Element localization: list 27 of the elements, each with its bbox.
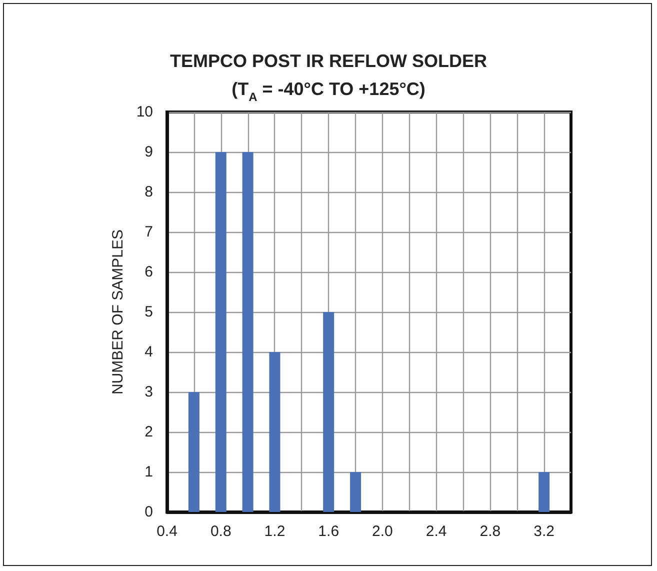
x-tick-label: 1.2 — [264, 523, 286, 540]
x-tick-label: 0.4 — [156, 523, 178, 540]
y-tick-label: 10 — [136, 104, 153, 120]
y-tick-label: 0 — [144, 504, 153, 520]
y-tick-label: 9 — [144, 144, 153, 160]
x-tick-label: 2.8 — [480, 523, 501, 540]
x-tick-label: 2.0 — [372, 523, 393, 540]
x-tick-label: 3.2 — [534, 523, 554, 540]
y-tick-label: 4 — [144, 344, 153, 360]
y-tick-label: 3 — [144, 384, 153, 400]
bar — [350, 472, 362, 512]
y-tick-label: 7 — [144, 224, 153, 240]
y-tick-label: 1 — [144, 464, 153, 480]
y-axis-title: NUMBER OF SAMPLES — [109, 229, 126, 395]
y-tick-label: 6 — [144, 264, 153, 280]
x-tick-label: 1.6 — [318, 523, 340, 540]
y-tick-label: 8 — [144, 184, 153, 200]
bar — [269, 352, 280, 512]
x-tick-label: 0.8 — [210, 523, 232, 540]
bar — [323, 312, 334, 512]
y-tick-label: 2 — [144, 424, 153, 440]
x-tick-label: 2.4 — [426, 523, 447, 540]
bar — [538, 472, 550, 512]
bar — [215, 152, 226, 512]
y-tick-label: 5 — [144, 304, 153, 320]
bar — [242, 152, 254, 512]
bar — [188, 392, 200, 512]
